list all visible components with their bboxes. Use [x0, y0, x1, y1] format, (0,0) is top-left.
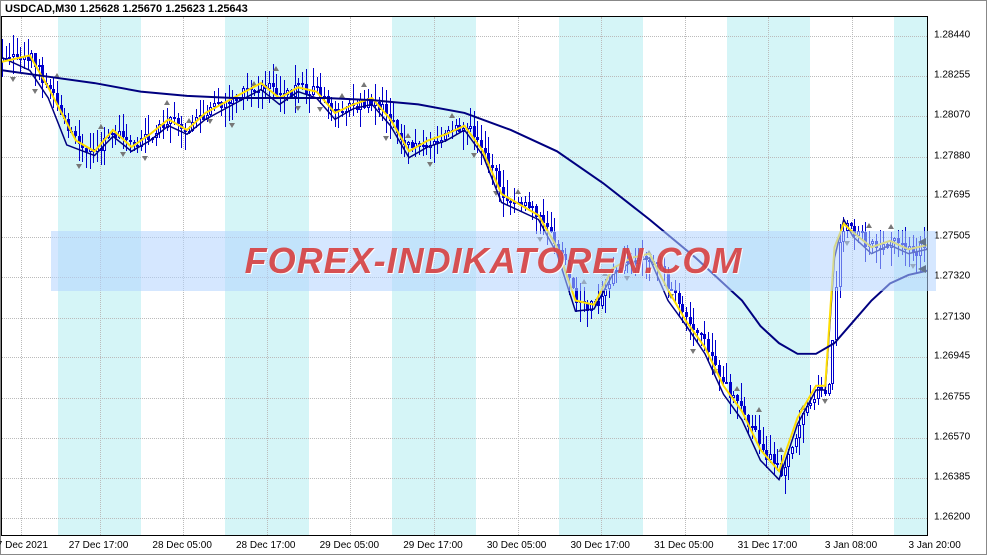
y-tick-label: 1.28440	[934, 30, 970, 41]
fractal-up-icon	[515, 189, 521, 194]
gridline-h	[2, 116, 927, 117]
fractal-down-icon	[690, 349, 696, 354]
fractal-down-icon	[493, 191, 499, 196]
fractal-up-icon	[251, 81, 257, 86]
y-tick-label: 1.28255	[934, 70, 970, 81]
gridline-h	[2, 357, 927, 358]
fractal-down-icon	[120, 152, 126, 157]
watermark: FOREX-INDIKATOREN.COM	[51, 231, 936, 291]
fractal-down-icon	[822, 399, 828, 404]
y-tick-label: 1.27880	[934, 150, 970, 161]
fractal-up-icon	[54, 73, 60, 78]
x-tick-label: 31 Dec 05:00	[654, 540, 714, 551]
fractal-up-icon	[756, 407, 762, 412]
fractal-down-icon	[142, 156, 148, 161]
chart-title: USDCAD,M30 1.25628 1.25670 1.25623 1.256…	[5, 3, 248, 15]
y-tick-label: 1.27130	[934, 311, 970, 322]
x-tick-label: 28 Dec 17:00	[236, 540, 296, 551]
chart-container: USDCAD,M30 1.25628 1.25670 1.25623 1.256…	[0, 0, 987, 555]
fractal-down-icon	[207, 119, 213, 124]
y-tick-label: 1.26945	[934, 351, 970, 362]
x-tick-label: 29 Dec 17:00	[403, 540, 463, 551]
y-tick-label: 1.26385	[934, 471, 970, 482]
y-tick-label: 1.27695	[934, 190, 970, 201]
fractal-up-icon	[405, 133, 411, 138]
gridline-h	[2, 36, 927, 37]
fractal-up-icon	[449, 113, 455, 118]
fractal-up-icon	[778, 447, 784, 452]
gridline-h	[2, 518, 927, 519]
fractal-up-icon	[866, 223, 872, 228]
gridline-h	[2, 196, 927, 197]
x-tick-label: 29 Dec 05:00	[320, 540, 380, 551]
x-tick-label: 3 Jan 20:00	[909, 540, 961, 551]
x-axis: 27 Dec 2021 27 Dec 17:00 28 Dec 05:00 28 De…	[1, 538, 928, 554]
gridline-h	[2, 318, 927, 319]
x-tick-label: 27 Dec 17:00	[69, 540, 129, 551]
x-tick-label: 3 Jan 08:00	[825, 540, 877, 551]
fractal-down-icon	[295, 106, 301, 111]
y-tick-label: 1.26755	[934, 392, 970, 403]
y-axis: 1.28440 1.28255 1.28070 1.27880 1.27695 1.275…	[930, 16, 986, 536]
gridline-h	[2, 398, 927, 399]
watermark-text: FOREX-INDIKATOREN.COM	[245, 240, 743, 282]
gridline-h	[2, 438, 927, 439]
y-tick-label: 1.27505	[934, 231, 970, 242]
fractal-down-icon	[427, 162, 433, 167]
x-tick-label: 30 Dec 05:00	[487, 540, 547, 551]
fractal-up-icon	[888, 224, 894, 229]
y-tick-label: 1.26200	[934, 511, 970, 522]
y-tick-label: 1.27320	[934, 270, 970, 281]
fractal-up-icon	[361, 82, 367, 87]
fractal-down-icon	[76, 164, 82, 169]
fractal-down-icon	[10, 77, 16, 82]
x-tick-label: 31 Dec 17:00	[738, 540, 798, 551]
y-tick-label: 1.26570	[934, 432, 970, 443]
x-tick-label: 27 Dec 2021	[0, 540, 48, 551]
x-tick-label: 28 Dec 05:00	[152, 540, 212, 551]
fractal-up-icon	[98, 124, 104, 129]
fractal-up-icon	[734, 386, 740, 391]
fractal-up-icon	[164, 100, 170, 105]
fractal-down-icon	[668, 294, 674, 299]
fractal-down-icon	[471, 153, 477, 158]
fractal-up-icon	[273, 66, 279, 71]
fractal-down-icon	[317, 107, 323, 112]
fractal-down-icon	[32, 89, 38, 94]
gridline-v	[21, 17, 22, 535]
y-tick-label: 1.28070	[934, 109, 970, 120]
x-tick-label: 30 Dec 17:00	[570, 540, 630, 551]
gridline-h	[2, 76, 927, 77]
fractal-down-icon	[383, 136, 389, 141]
fractal-down-icon	[229, 123, 235, 128]
fractal-up-icon	[339, 93, 345, 98]
